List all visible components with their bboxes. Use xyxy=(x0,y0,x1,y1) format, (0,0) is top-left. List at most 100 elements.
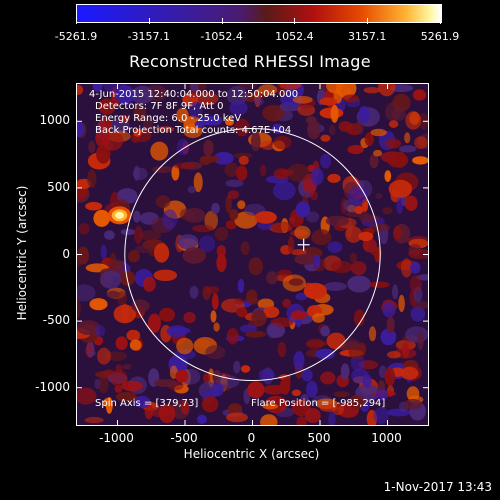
heatmap-blob xyxy=(325,215,350,227)
heatmap-blob xyxy=(239,324,257,333)
heatmap-blob xyxy=(176,337,194,355)
x-axis-label: Heliocentric X (arcsec) xyxy=(183,447,320,461)
heatmap-blob xyxy=(129,339,142,351)
heatmap-blob xyxy=(277,341,287,358)
heatmap-blob xyxy=(153,269,178,281)
heatmap-blob xyxy=(266,323,280,339)
heatmap-blob xyxy=(378,84,396,97)
heatmap-blob xyxy=(330,260,353,274)
heatmap-blob xyxy=(393,226,402,240)
heatmap-blob xyxy=(408,248,428,260)
heatmap-blob xyxy=(92,84,103,92)
heatmap-blob xyxy=(273,135,292,150)
heatmap-blob xyxy=(183,312,196,324)
heatmap-blob xyxy=(370,128,387,137)
heatmap-blob xyxy=(238,155,249,165)
heatmap-blob xyxy=(417,331,424,350)
annotation-flare-position: Flare Position = [-985,294] xyxy=(251,398,386,409)
heatmap-blob xyxy=(198,115,223,126)
heatmap-blob xyxy=(104,230,115,240)
heatmap-blob xyxy=(87,169,97,188)
annotation-time: 4-Jun-2015 12:40:04.000 to 12:50:04.000 xyxy=(89,89,299,100)
heatmap-blob xyxy=(240,365,251,373)
heatmap-blob xyxy=(306,380,318,398)
plot-overlay xyxy=(77,84,428,425)
heatmap-blob xyxy=(171,165,180,181)
heatmap-blob xyxy=(84,416,104,424)
annotation-detectors: Detectors: 7F 8F 9F, Att 0 xyxy=(95,101,224,112)
heatmap-blob xyxy=(358,231,374,242)
heatmap-blob xyxy=(345,226,362,243)
heatmap-blob xyxy=(225,219,237,230)
heatmap-blob xyxy=(233,360,241,374)
heatmap-blob xyxy=(307,120,321,140)
heatmap-blob xyxy=(189,101,203,119)
heatmap-blob xyxy=(375,193,383,200)
heatmap-blob xyxy=(234,118,250,137)
heatmap-blob xyxy=(87,350,97,357)
heatmap-blob xyxy=(368,326,377,342)
heatmap-blob xyxy=(347,144,364,155)
footer-date: 1-Nov-2017 13:43 xyxy=(383,480,492,494)
heatmap-blob xyxy=(279,84,302,90)
heatmap-blob xyxy=(245,330,266,338)
heatmap-blob xyxy=(133,105,147,122)
heatmap-blob xyxy=(260,164,267,177)
heatmap-blob xyxy=(388,120,399,128)
heatmap-blob xyxy=(290,249,307,256)
heatmap-blob xyxy=(214,226,229,241)
heatmap-blob xyxy=(398,294,405,313)
heatmap-blob xyxy=(295,292,308,301)
heatmap-blob xyxy=(328,411,336,425)
heatmap-blob xyxy=(121,303,130,322)
heatmap-blob xyxy=(354,205,364,215)
heatmap-blob xyxy=(199,155,212,166)
heatmap-blob xyxy=(116,392,137,402)
heatmap-blob xyxy=(205,286,220,294)
heatmap-blob xyxy=(192,224,214,233)
heatmap-blob xyxy=(105,397,113,414)
colorbar-axis: -5261.9 -3157.1 -1052.4 1052.4 3157.1 5261.9 xyxy=(55,4,459,43)
heatmap-blob xyxy=(210,310,217,323)
heatmap-blob xyxy=(319,97,338,106)
heatmap-blob xyxy=(225,195,232,214)
heatmap-blob xyxy=(291,389,302,397)
heatmap-blob xyxy=(119,115,130,123)
heatmap-blob xyxy=(313,254,321,268)
heatmap-blob xyxy=(153,379,178,388)
heatmap-blob xyxy=(227,190,239,200)
heatmap-blob xyxy=(348,344,366,360)
x-tick-label: 500 xyxy=(307,431,331,445)
heatmap-blob xyxy=(78,223,90,235)
heatmap-blob xyxy=(77,387,97,405)
heatmap-blob xyxy=(251,309,267,327)
annotation-method: Back Projection Total counts: 4.67E+04 xyxy=(95,125,292,136)
heatmap-blob xyxy=(240,241,250,256)
heatmap-blob xyxy=(122,363,132,370)
heatmap-blob xyxy=(326,84,344,94)
heatmap-blob xyxy=(405,111,422,130)
heatmap-blob xyxy=(387,351,401,359)
colorbar-tick-label: 3157.1 xyxy=(347,30,387,43)
heatmap-blob xyxy=(162,209,178,230)
heatmap-blob xyxy=(182,247,206,264)
heatmap-blob xyxy=(358,106,370,124)
heatmap-blob xyxy=(284,375,291,391)
heatmap-blob xyxy=(201,396,219,413)
heatmap-blob xyxy=(288,216,296,224)
heatmap-blob xyxy=(310,190,318,201)
heatmap-blob xyxy=(296,416,307,425)
heatmap-blob xyxy=(391,108,406,121)
heatmap-blob xyxy=(151,165,174,173)
heatmap-blob xyxy=(320,371,336,385)
heatmap-blob xyxy=(369,154,379,169)
x-tick-label: 1000 xyxy=(371,431,402,445)
heatmap-blob xyxy=(330,104,339,123)
heatmap-blob xyxy=(227,403,243,415)
heatmap-blob xyxy=(216,245,227,258)
heatmap-blob xyxy=(133,128,142,137)
heatmap-blob xyxy=(247,381,265,399)
heatmap-blob xyxy=(260,140,276,150)
heatmap-blob xyxy=(258,84,278,96)
heatmap-blob xyxy=(410,306,426,322)
